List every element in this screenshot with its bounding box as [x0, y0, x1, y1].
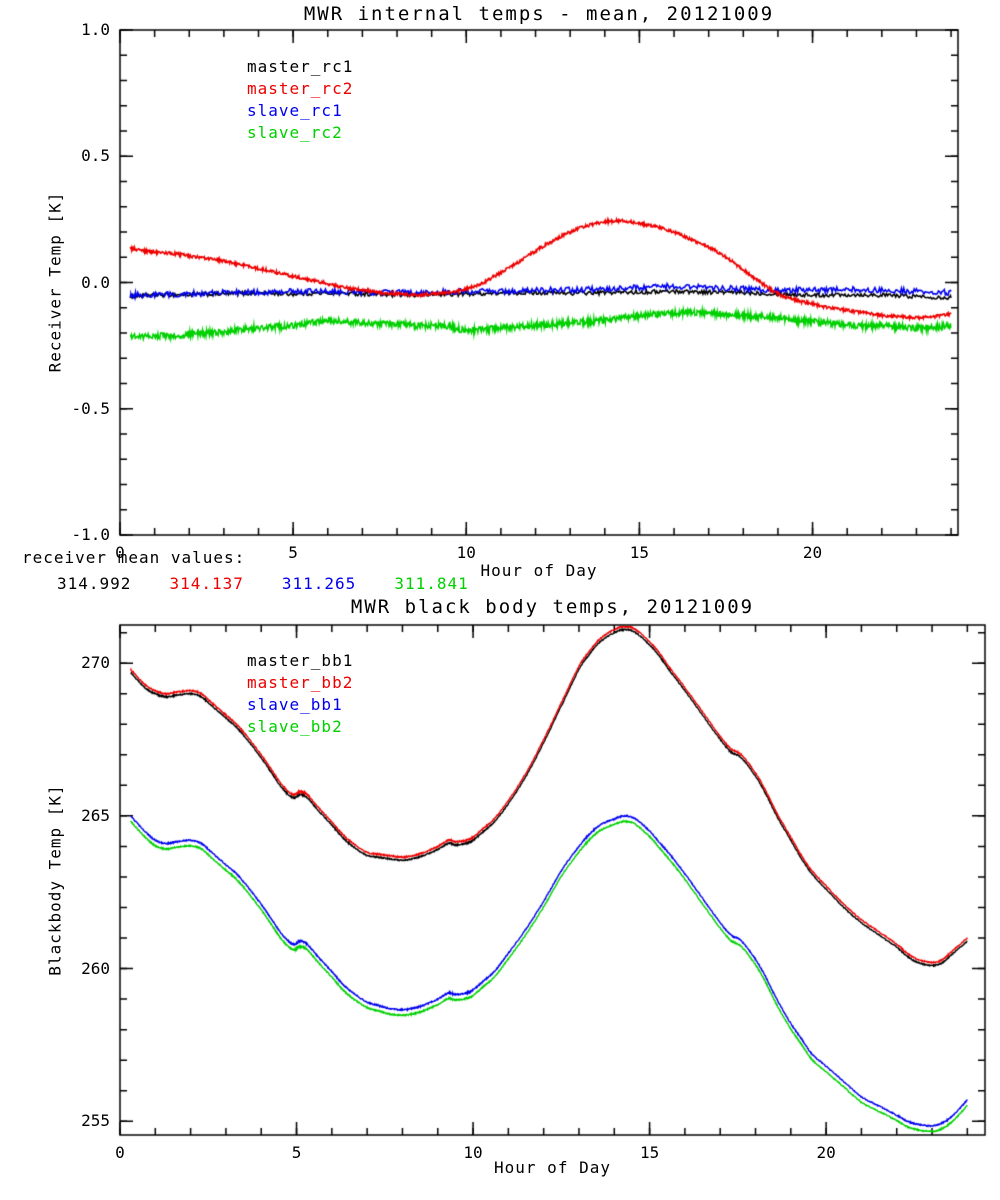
bottom-chart-legend: master_bb1 master_bb2 slave_bb1 slave_bb…	[247, 650, 353, 738]
y-tick-label: 0.0	[81, 272, 110, 292]
x-tick-label: 0	[115, 543, 125, 562]
x-tick-label: 15	[629, 543, 650, 562]
x-tick-label: 10	[456, 543, 476, 562]
x-tick-label: 0	[115, 1143, 125, 1162]
legend-item-master-rc2: master_rc2	[247, 79, 354, 98]
y-tick-label: -0.5	[71, 398, 110, 418]
receiver-mean-slave-rc2: 311.841	[394, 574, 469, 593]
x-tick-label: 10	[463, 1143, 483, 1162]
legend-item-master-bb2: master_bb2	[247, 673, 354, 692]
y-tick-label: 0.5	[81, 146, 110, 166]
y-tick-label: 265	[81, 805, 110, 825]
top-chart-legend: master_rc1 master_rc2 slave_rc1 slave_rc…	[247, 56, 353, 144]
y-tick-label: 270	[81, 653, 110, 673]
x-tick-label: 5	[288, 543, 298, 562]
legend-item-master-rc1: master_rc1	[247, 57, 354, 76]
top-chart-title: MWR internal temps - mean, 20121009	[303, 3, 775, 25]
x-tick-label: 20	[802, 543, 823, 562]
legend-item-slave-bb1: slave_bb1	[247, 695, 343, 714]
receiver-mean-values-label: receiver mean values:	[22, 548, 246, 567]
receiver-mean-slave-rc1: 311.265	[281, 574, 357, 593]
bottom-chart-x-axis-title: Hour of Day	[494, 1158, 611, 1177]
y-tick-label: 260	[81, 958, 110, 978]
bottom-chart-title: MWR black body temps, 20121009	[350, 596, 755, 618]
x-tick-label: 5	[291, 1143, 302, 1162]
legend-item-slave-rc2: slave_rc2	[247, 123, 343, 142]
y-tick-label: 1.0	[81, 20, 110, 39]
legend-item-slave-bb2: slave_bb2	[247, 717, 343, 736]
x-tick-label: 20	[816, 1143, 836, 1162]
receiver-mean-master-rc2: 314.137	[169, 574, 244, 593]
x-tick-label: 15	[639, 1143, 660, 1162]
legend-item-master-bb1: master_bb1	[247, 651, 354, 670]
legend-item-slave-rc1: slave_rc1	[247, 101, 343, 120]
y-tick-label: -1.0	[71, 525, 110, 544]
receiver-mean-master-rc1: 314.992	[57, 574, 132, 593]
y-tick-label: 255	[81, 1111, 110, 1131]
receiver-mean-values: 314.992 314.137 311.265 311.841	[57, 574, 469, 593]
top-chart-x-axis-title: Hour of Day	[480, 561, 598, 580]
